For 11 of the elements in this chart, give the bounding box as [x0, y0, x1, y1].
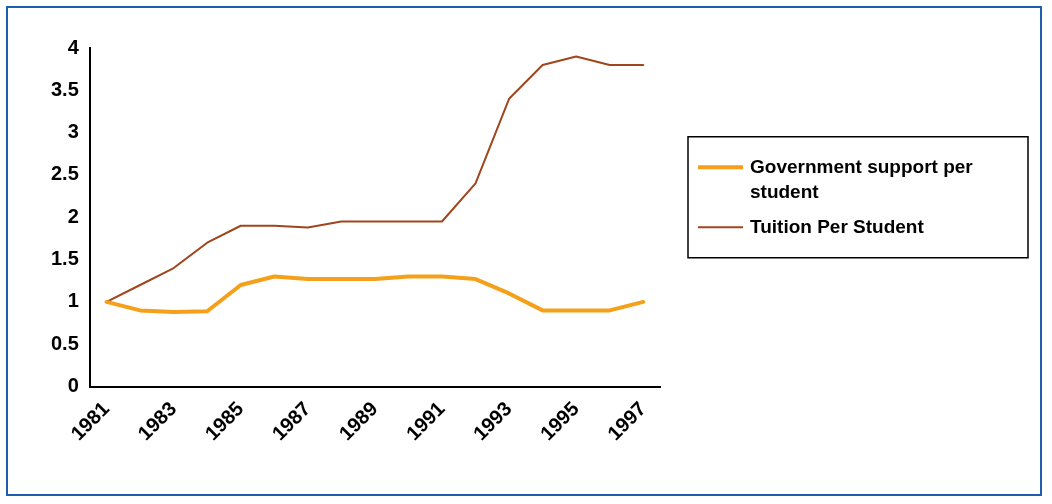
y-tick-label: 1.5 [50, 247, 79, 270]
y-tick-label: 4 [67, 35, 80, 58]
y-tick-label: 3.5 [50, 77, 79, 100]
legend-label: Government support per student [750, 155, 974, 202]
y-tick-label: 2.5 [50, 162, 79, 185]
y-tick-label: 2 [67, 204, 79, 227]
y-tick-label: 1 [67, 289, 79, 312]
y-tick-label: 3 [67, 120, 79, 143]
y-tick-label: 0 [67, 374, 79, 397]
legend-label: Tuition Per Student [750, 215, 925, 237]
y-tick-label: 0.5 [50, 331, 79, 354]
